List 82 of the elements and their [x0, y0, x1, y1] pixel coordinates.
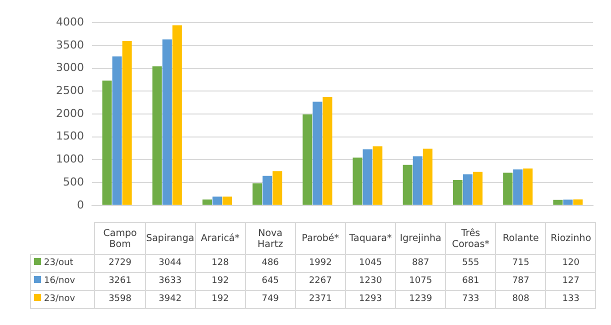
x-tick-label: Parobé* [295, 222, 346, 254]
bar [202, 200, 212, 205]
data-label: 2371 [295, 290, 346, 308]
data-label: 192 [195, 272, 246, 290]
bar [473, 172, 483, 205]
data-label: 1045 [345, 254, 396, 272]
data-label: 127 [546, 272, 596, 290]
y-tick-label: 3000 [56, 61, 84, 74]
bar [563, 200, 573, 205]
bar [523, 168, 533, 205]
y-tick-label: 2500 [56, 84, 84, 98]
bar [172, 25, 182, 205]
data-label: 2729 [94, 254, 146, 272]
data-label: 128 [195, 254, 246, 272]
data-label: 3044 [145, 254, 196, 272]
bar [272, 171, 282, 205]
bar [252, 183, 262, 205]
bar [322, 97, 332, 205]
x-tick-label: Igrejinha [396, 222, 446, 254]
bar [152, 66, 162, 205]
legend-label: 23/nov [44, 294, 76, 304]
x-tick-label: Três Coroas* [446, 222, 496, 254]
data-label: 2267 [295, 272, 346, 290]
data-label: 1992 [295, 254, 346, 272]
x-tick-label: Sapiranga [145, 222, 196, 254]
bar [302, 114, 312, 205]
data-label: 749 [245, 290, 296, 308]
bar [262, 176, 272, 205]
data-label: 808 [496, 290, 546, 308]
data-label: 120 [546, 254, 596, 272]
bar [462, 174, 473, 205]
data-label: 555 [446, 254, 496, 272]
data-label: 1075 [396, 272, 446, 290]
y-tick-label: 4000 [56, 15, 84, 28]
data-label: 887 [396, 254, 446, 272]
data-label: 3598 [94, 290, 146, 308]
bar [102, 80, 112, 205]
x-tick-label: Riozinho [546, 222, 596, 254]
bar [362, 149, 372, 205]
x-tick-label: Rolante [496, 222, 546, 254]
data-label: 3261 [94, 272, 146, 290]
legend-label: 16/nov [44, 276, 76, 286]
data-label: 787 [496, 272, 546, 290]
bar [112, 56, 122, 205]
legend-label: 23/out [44, 258, 74, 268]
y-tick-label: 1500 [56, 130, 84, 143]
data-label: 715 [496, 254, 546, 272]
data-label: 733 [446, 290, 496, 308]
bar [402, 164, 412, 205]
bar [222, 196, 232, 205]
data-label: 3942 [145, 290, 196, 308]
y-tick-label: 3500 [56, 38, 84, 52]
data-label: 3633 [145, 272, 196, 290]
x-tick-label: Nova Hartz [245, 222, 296, 254]
bar [312, 102, 322, 205]
bar [372, 146, 382, 205]
data-label: 133 [546, 290, 596, 308]
y-tick-label: 500 [62, 175, 84, 188]
data-label: 1293 [345, 290, 396, 308]
bar [422, 148, 432, 205]
data-label: 681 [446, 272, 496, 290]
bar [452, 180, 462, 205]
data-label: 192 [195, 290, 246, 308]
bar [513, 169, 523, 205]
y-tick-label: 0 [76, 198, 84, 212]
x-tick-label: Campo Bom [94, 222, 146, 254]
data-label: 645 [245, 272, 296, 290]
x-tick-label: Taquara* [345, 222, 396, 254]
bar [412, 156, 422, 205]
data-label: 486 [245, 254, 296, 272]
bar [352, 158, 362, 205]
bar [503, 172, 513, 205]
bar [212, 196, 222, 205]
bar [122, 40, 132, 205]
y-tick-label: 2000 [56, 106, 84, 120]
bar [162, 39, 172, 205]
bar [573, 199, 583, 205]
data-label: 1239 [396, 290, 446, 308]
bar [553, 200, 563, 205]
x-tick-label: Araricá* [195, 222, 246, 254]
y-tick-label: 1000 [56, 152, 84, 166]
data-label: 1230 [345, 272, 396, 290]
